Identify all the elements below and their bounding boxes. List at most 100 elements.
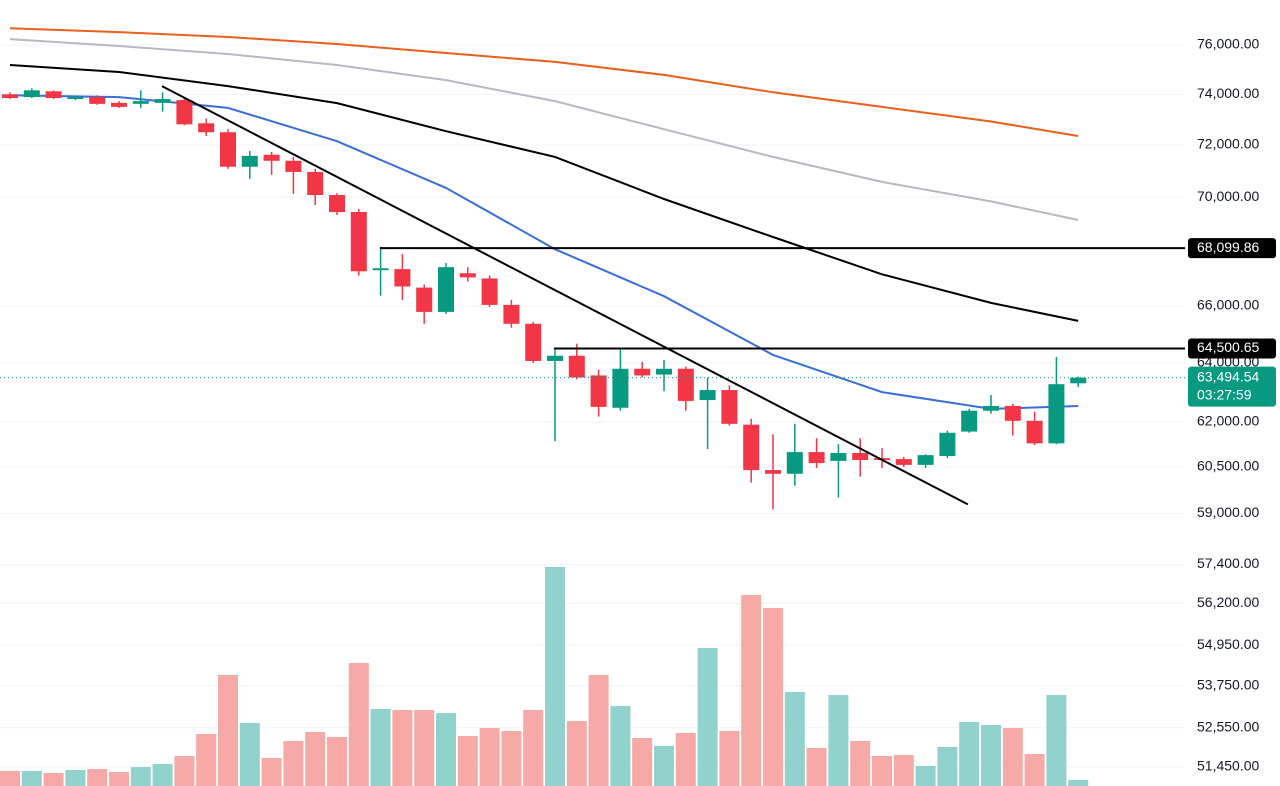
volume-bar xyxy=(784,692,805,786)
last-price-label: 63,494.54 xyxy=(1197,368,1259,384)
candle-body xyxy=(481,278,498,305)
candle-body xyxy=(568,355,585,378)
moving-average xyxy=(9,38,1079,221)
candle-body xyxy=(176,100,193,125)
volume-bar xyxy=(981,725,1001,786)
volume-bar xyxy=(457,736,478,786)
candle-body xyxy=(23,90,40,98)
y-tick-label: 72,000.00 xyxy=(1197,136,1259,152)
volume-bar xyxy=(501,731,522,786)
y-tick-label: 52,550.00 xyxy=(1197,718,1259,734)
candle-body xyxy=(459,273,476,278)
price-label-box xyxy=(1188,238,1276,259)
candle-body xyxy=(961,410,978,432)
volume-bar xyxy=(588,675,609,786)
volume-bar xyxy=(261,758,282,786)
volume-bar xyxy=(370,709,391,786)
price-label-box xyxy=(1188,338,1276,359)
volume-bar xyxy=(283,741,304,786)
candle-body xyxy=(154,99,171,103)
volume-bar xyxy=(87,769,108,786)
candle-body xyxy=(852,453,869,461)
candle-body xyxy=(132,101,149,104)
countdown-label: 03:27:59 xyxy=(1197,386,1252,402)
volume-bar xyxy=(697,648,718,786)
candle-body xyxy=(2,94,18,99)
y-tick-label: 59,000.00 xyxy=(1197,504,1259,520)
candle-body xyxy=(394,269,411,287)
y-tick-label: 51,450.00 xyxy=(1197,758,1259,774)
volume-bar xyxy=(959,722,980,786)
candle-body xyxy=(372,268,389,271)
volume-bar xyxy=(174,756,195,786)
volume-bar xyxy=(218,675,238,786)
y-tick-label: 60,500.00 xyxy=(1197,458,1259,474)
moving-average xyxy=(9,27,1079,137)
y-tick-label: 57,400.00 xyxy=(1197,555,1259,571)
candle-body xyxy=(89,97,106,104)
candle-body xyxy=(45,91,62,99)
volume-bar xyxy=(1002,728,1023,786)
volume-bar xyxy=(566,721,587,786)
volume-bar xyxy=(806,748,827,786)
candle-body xyxy=(699,390,716,401)
volume-bar xyxy=(850,741,871,786)
candle-body xyxy=(547,355,563,361)
volume-bar xyxy=(675,733,696,786)
volume-bar xyxy=(414,710,435,786)
candle-body xyxy=(786,452,803,474)
candle-body xyxy=(765,470,781,474)
candle-body xyxy=(917,455,934,465)
candle-body xyxy=(939,432,956,457)
candle-body xyxy=(677,368,694,401)
volume-bar xyxy=(1068,780,1089,786)
volume-bar xyxy=(719,731,740,786)
candle-body xyxy=(830,453,847,461)
y-tick-label: 62,000.00 xyxy=(1197,412,1259,428)
y-tick-label: 76,000.00 xyxy=(1197,36,1259,52)
candle-body xyxy=(111,102,127,107)
candle-body xyxy=(438,267,454,312)
price-label: 64,500.65 xyxy=(1197,339,1259,355)
candle-body xyxy=(656,368,672,375)
candle-body xyxy=(503,304,520,324)
candle-body xyxy=(634,368,651,376)
candle-body xyxy=(67,97,84,100)
volume-bar xyxy=(893,755,914,786)
candle-body xyxy=(241,155,258,167)
candle-body xyxy=(895,459,912,465)
candle-body xyxy=(220,132,236,167)
candle-body xyxy=(307,171,324,196)
volume-bar xyxy=(1046,695,1067,786)
candle-body xyxy=(1026,420,1043,444)
volume-bar xyxy=(523,710,544,786)
candle-body xyxy=(1070,377,1087,384)
volume-bar xyxy=(915,766,936,786)
volume-bar xyxy=(828,695,849,786)
volume-bar xyxy=(327,737,347,786)
volume-bar xyxy=(937,747,958,786)
candle-body xyxy=(350,212,367,272)
candle-body xyxy=(721,390,738,424)
volume-bar xyxy=(632,738,653,786)
y-tick-label: 54,950.00 xyxy=(1197,636,1259,652)
volume-bar xyxy=(21,771,42,786)
volume-bar xyxy=(305,732,326,786)
volume-bar xyxy=(763,608,783,786)
y-tick-label: 74,000.00 xyxy=(1197,85,1259,101)
volume-bar xyxy=(109,772,129,786)
volume-bar xyxy=(392,710,413,786)
candle-body xyxy=(590,375,607,407)
candle-body xyxy=(1004,405,1021,421)
volume-bar xyxy=(1024,754,1045,786)
candle-body xyxy=(743,424,760,471)
volume-bar xyxy=(239,723,260,786)
candle-body xyxy=(263,154,280,161)
candle-body xyxy=(612,368,629,408)
candle-body xyxy=(808,452,825,464)
y-tick-label: 70,000.00 xyxy=(1197,188,1259,204)
volume-bar xyxy=(348,663,369,786)
y-tick-label: 66,000.00 xyxy=(1197,297,1259,313)
